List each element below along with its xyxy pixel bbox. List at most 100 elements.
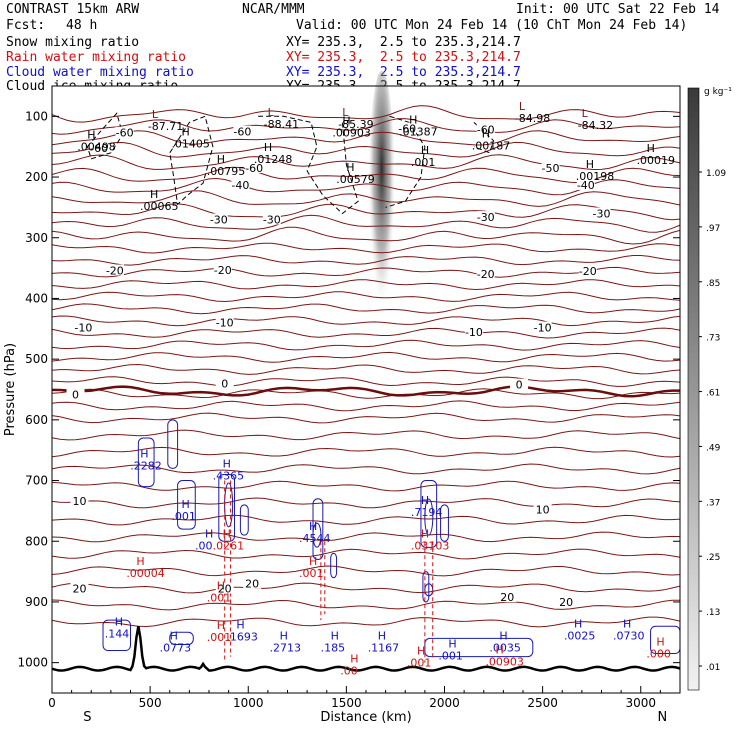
cloud-water-max-h-marker: H (378, 629, 386, 642)
snow-ice-max-value: .00579 (336, 173, 375, 186)
x-tick-label: 1000 (233, 696, 264, 710)
cloud-water-max-value: .4544 (299, 532, 331, 545)
isotherm-label: -60 (233, 126, 251, 139)
rain-max-value: .00 (340, 665, 358, 678)
legend-cloud-water: Cloud water mixing ratio (6, 65, 194, 80)
isotherm-label: -10 (534, 322, 552, 335)
snow-ice-max-h-marker: H (346, 161, 354, 174)
isotherm-zero (51, 385, 680, 398)
isotherm-line (51, 400, 681, 412)
cloud-water-contour (420, 480, 438, 548)
isotherm-line (51, 214, 681, 233)
isotherm-line (51, 463, 681, 475)
cloud-water-contour (239, 504, 249, 536)
isotherm-line (51, 315, 681, 327)
y-tick-label: 600 (25, 413, 48, 427)
rain-max-h-marker: H (417, 645, 425, 658)
isotherm-label-bg (592, 207, 611, 219)
cloud-water-max-value: .185 (321, 641, 346, 654)
isotherm-label-bg (90, 141, 109, 153)
isotherm-line (51, 412, 681, 424)
low-marker: L (268, 106, 275, 119)
cloud-water-max-value: .0035 (489, 641, 521, 654)
x-tick-label: 1500 (331, 696, 362, 710)
rain-max-h-marker: H (223, 527, 231, 540)
low-value: -87.71 (148, 120, 183, 133)
south-label: S (83, 710, 91, 725)
isotherm-label: -20 (477, 268, 495, 281)
y-axis-label: Pressure (hPa) (3, 343, 18, 436)
rain-max-h-marker: H (421, 527, 429, 540)
cloud-water-contour (440, 504, 449, 542)
legend-cloud-water-xy: XY= 235.3, 2.5 to 235.3,214.7 (286, 65, 521, 80)
isotherm-label: 20 (245, 578, 259, 591)
isotherm-line (51, 599, 680, 611)
isotherm-label-bg (70, 495, 89, 507)
forecast-hours: 48 h (66, 18, 98, 33)
y-tick-label: 300 (25, 231, 48, 245)
legend-rain: Rain water mixing ratio (6, 50, 187, 65)
cloud-water-max-value: .4365 (213, 470, 245, 483)
model-title: CONTRAST 15km ARW (6, 2, 140, 17)
isotherm-label-bg (498, 591, 517, 603)
snow-ice-max-value: .001 (411, 156, 436, 169)
isotherm-label-bg (74, 321, 93, 333)
isotherm-label-bg (231, 178, 250, 190)
cloud-water-contour (177, 480, 196, 530)
snow-ice-max-h-marker: H (647, 142, 655, 155)
isotherm-label-bg (115, 126, 134, 138)
colorbar-tick-label: .73 (706, 334, 720, 344)
cloud-water-max-h-marker: H (574, 617, 582, 630)
snow-ice-max-h-marker: H (421, 144, 429, 157)
colorbar-tick-label: .49 (706, 443, 721, 453)
snow-ice-max-h-marker: H (264, 141, 272, 154)
y-tick-label: 100 (25, 109, 48, 123)
rain-max-h-marker: H (656, 636, 664, 649)
snow-ice-max-value: .01405 (171, 138, 210, 151)
y-tick-label: 500 (25, 352, 48, 366)
isotherm-label-bg (213, 263, 232, 275)
cloud-water-max-h-marker: H (223, 458, 231, 471)
x-tick-label: 2500 (527, 696, 558, 710)
isotherm-label: -20 (579, 265, 597, 278)
rain-max-value: .001 (299, 567, 324, 580)
rain-max-value: .001 (207, 631, 232, 644)
cloud-water-max-value: .0025 (564, 629, 596, 642)
cloud-water-max-value: .7194 (411, 506, 443, 519)
isotherm-label-bg (233, 125, 252, 137)
snow-ice-max-h-marker: H (87, 129, 95, 142)
cloud-water-max-value: .1693 (226, 631, 258, 644)
low-value: -84.98 (515, 112, 550, 125)
rain-max-h-marker: H (217, 619, 225, 632)
cloud-water-contour (169, 631, 194, 645)
low-value: -84.32 (578, 119, 613, 132)
snow-ice-max-value: .00903 (332, 127, 371, 140)
isotherm-label: -40 (577, 179, 595, 192)
isotherm-line (51, 190, 681, 207)
snow-ice-max-h-marker: H (586, 158, 594, 171)
isotherm-line (51, 177, 681, 196)
cloud-water-max-h-marker: H (499, 629, 507, 642)
rain-max-value: .00903 (485, 655, 524, 668)
cloud-water-max-value: .144 (105, 628, 130, 641)
isotherm-line (51, 226, 681, 245)
cloud-water-max-h-marker: H (309, 520, 317, 533)
rain-max-h-marker: H (350, 653, 358, 666)
snow-ice-max-h-marker: H (181, 126, 189, 139)
colorbar-tick-label: .37 (706, 498, 720, 508)
isotherm-line (51, 351, 681, 363)
rain-max-value: .0261 (213, 539, 245, 552)
isotherm-line (51, 616, 681, 628)
isotherm-label: -20 (214, 264, 232, 277)
legend-snow: Snow mixing ratio (6, 35, 140, 50)
cloud-water-max-h-marker: H (421, 494, 429, 507)
isotherm-line (51, 279, 681, 291)
isotherm-label: -60 (245, 162, 263, 175)
isotherm-line (51, 105, 681, 123)
cloud-water-max-value: .001 (171, 510, 196, 523)
isotherm-line (51, 531, 681, 543)
isotherm-label: 20 (500, 591, 514, 604)
cloud-water-contour (422, 571, 430, 603)
y-tick-label: 1000 (17, 656, 48, 670)
